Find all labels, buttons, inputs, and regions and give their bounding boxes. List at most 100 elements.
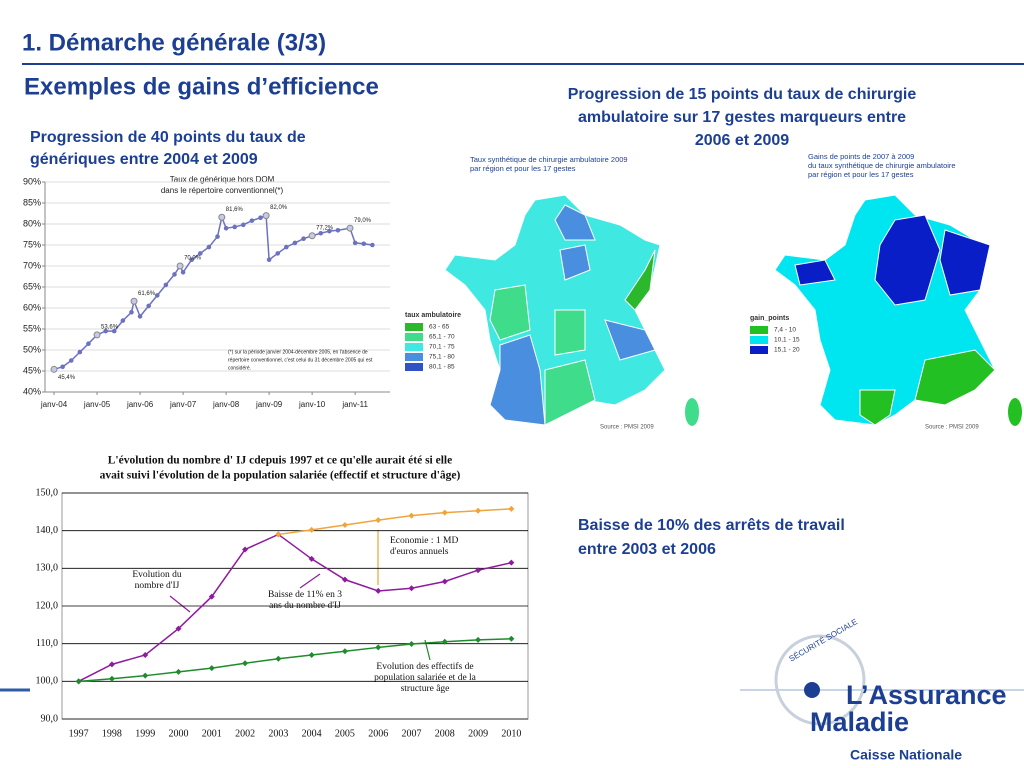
point bbox=[441, 509, 448, 516]
caption: génériques entre 2004 et 2009 bbox=[30, 151, 258, 168]
point bbox=[408, 585, 415, 592]
annotation: nombre d'IJ bbox=[135, 581, 180, 591]
logo-ring bbox=[774, 634, 866, 726]
legend-label: 70,1 - 75 bbox=[429, 344, 455, 351]
legend-swatch bbox=[405, 343, 423, 351]
legend-label: 80,1 - 85 bbox=[429, 364, 455, 371]
x-tick-label: 1999 bbox=[135, 728, 155, 739]
y-tick-label: 100,0 bbox=[36, 676, 59, 687]
arrow bbox=[169, 595, 191, 613]
point bbox=[175, 625, 182, 632]
y-tick-label: 45% bbox=[23, 365, 41, 375]
point bbox=[103, 328, 108, 334]
series-line bbox=[78, 533, 512, 683]
point bbox=[475, 567, 482, 574]
annotation-label: 70,0% bbox=[184, 256, 202, 262]
x-tick-label: 2010 bbox=[501, 728, 521, 739]
point bbox=[341, 576, 348, 583]
chart-subtitle: avait suivi l'évolution de la population… bbox=[100, 470, 461, 482]
y-tick-label: 80% bbox=[23, 218, 41, 228]
logo: SÉCURITÉ SOCIALE L’Assurance Maladie Cai… bbox=[774, 617, 1007, 763]
x-tick-label: 1998 bbox=[102, 728, 122, 739]
point bbox=[120, 318, 126, 323]
logo-name: L’Assurance bbox=[846, 680, 1007, 710]
series-line bbox=[278, 508, 512, 536]
point bbox=[284, 244, 289, 250]
point bbox=[206, 244, 212, 250]
map-region bbox=[554, 204, 596, 241]
point bbox=[68, 358, 74, 363]
x-tick-label: janv-06 bbox=[126, 400, 154, 409]
annotation: ans du nombre d'IJ bbox=[269, 601, 341, 611]
annotation-arrows bbox=[169, 530, 431, 661]
point bbox=[258, 215, 263, 220]
point bbox=[335, 228, 341, 233]
map bbox=[774, 194, 1022, 426]
logo-figure bbox=[804, 682, 820, 698]
point bbox=[275, 531, 282, 538]
map-title: Gains de points de 2007 à 2009 bbox=[808, 152, 914, 161]
point bbox=[163, 282, 169, 288]
arrow bbox=[299, 573, 321, 589]
legend-title: gain_points bbox=[750, 315, 789, 322]
annotation-label: 81,6% bbox=[226, 207, 244, 213]
annotation-point bbox=[130, 297, 138, 305]
legend-title: taux ambulatoire bbox=[405, 312, 461, 319]
point bbox=[275, 655, 282, 662]
x-tick-label: janv-07 bbox=[169, 400, 197, 409]
annotation-point bbox=[218, 213, 226, 221]
point bbox=[215, 234, 220, 239]
point bbox=[197, 251, 203, 256]
point bbox=[223, 225, 229, 231]
x-tick-label: 2007 bbox=[402, 728, 422, 739]
caption: Progression de 40 points du taux de bbox=[30, 129, 306, 146]
map-region bbox=[604, 319, 656, 361]
annotation: d'euros annuels bbox=[390, 547, 449, 557]
annotation: population salariée et de la bbox=[374, 673, 477, 683]
point bbox=[292, 240, 298, 246]
map-region bbox=[489, 334, 546, 426]
annotation: Evolution du bbox=[132, 570, 182, 580]
point bbox=[308, 526, 315, 533]
point bbox=[232, 224, 238, 230]
annotation-point bbox=[50, 365, 58, 373]
chart-title: Taux de générique hors DOM bbox=[170, 175, 275, 184]
annotation-label: 53,6% bbox=[101, 324, 119, 330]
legend-swatch bbox=[405, 333, 423, 341]
legend-label: 15,1 - 20 bbox=[774, 347, 800, 354]
point bbox=[75, 678, 82, 685]
point bbox=[111, 328, 117, 334]
y-tick-label: 50% bbox=[23, 344, 41, 354]
x-tick-label: 1997 bbox=[69, 728, 89, 739]
x-tick-label: 2009 bbox=[468, 728, 488, 739]
map bbox=[444, 194, 699, 426]
legend-swatch bbox=[405, 353, 423, 361]
annotation-label: 79,0% bbox=[354, 218, 372, 224]
point bbox=[242, 660, 249, 667]
chart-subtitle: dans le répertoire conventionnel(*) bbox=[161, 186, 284, 195]
map-region bbox=[794, 259, 836, 286]
caption: Baisse de 10% des arrêts de travail bbox=[578, 517, 845, 534]
point bbox=[129, 309, 134, 315]
point bbox=[77, 349, 83, 355]
logo-sub: Caisse Nationale bbox=[850, 747, 962, 763]
x-tick-label: 2002 bbox=[235, 728, 255, 739]
map-title: du taux synthétique de chirurgie ambulat… bbox=[808, 161, 956, 170]
y-tick-label: 130,0 bbox=[36, 563, 59, 574]
y-tick-label: 60% bbox=[23, 302, 41, 312]
annotation: structure âge bbox=[401, 684, 450, 694]
x-tick-label: janv-09 bbox=[255, 400, 283, 409]
map-source: Source : PMSI 2009 bbox=[600, 425, 654, 431]
point bbox=[275, 251, 281, 256]
x-tick-label: janv-08 bbox=[212, 400, 240, 409]
chart-note: (*) sur la période janvier 2004-décembre… bbox=[228, 349, 368, 355]
point bbox=[208, 665, 215, 672]
point bbox=[249, 218, 255, 223]
x-tick-label: 2004 bbox=[302, 728, 322, 739]
point bbox=[146, 303, 151, 309]
caption: entre 2003 et 2006 bbox=[578, 541, 716, 558]
y-tick-label: 150,0 bbox=[36, 487, 59, 498]
legend-label: 7,4 - 10 bbox=[774, 327, 796, 334]
annotation-point bbox=[176, 262, 184, 270]
y-tick-label: 75% bbox=[23, 239, 41, 249]
